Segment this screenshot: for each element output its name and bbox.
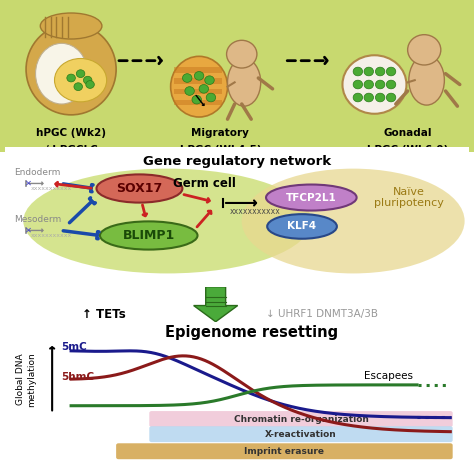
- Text: Chromatin re-organization: Chromatin re-organization: [234, 415, 368, 423]
- FancyBboxPatch shape: [174, 67, 222, 73]
- Text: Gene regulatory network: Gene regulatory network: [143, 155, 331, 168]
- Circle shape: [364, 93, 374, 102]
- Text: Endoderm: Endoderm: [14, 168, 60, 177]
- Text: hPGC (Wk6-9): hPGC (Wk6-9): [367, 145, 448, 155]
- Text: Imprint erasure: Imprint erasure: [245, 447, 324, 456]
- FancyBboxPatch shape: [174, 89, 222, 94]
- Ellipse shape: [40, 13, 102, 39]
- Circle shape: [199, 84, 209, 93]
- FancyBboxPatch shape: [149, 426, 453, 442]
- FancyBboxPatch shape: [116, 443, 453, 459]
- Ellipse shape: [228, 58, 261, 106]
- Ellipse shape: [23, 169, 311, 273]
- FancyBboxPatch shape: [149, 411, 453, 427]
- Ellipse shape: [26, 24, 116, 115]
- Text: 5hmC: 5hmC: [62, 372, 95, 383]
- Text: Migratory: Migratory: [191, 128, 249, 138]
- Text: ✕: ✕: [25, 179, 31, 188]
- Text: hPGC (Wk2): hPGC (Wk2): [36, 128, 106, 138]
- Circle shape: [364, 67, 374, 76]
- Circle shape: [67, 74, 75, 82]
- Text: Gonadal: Gonadal: [383, 128, 432, 138]
- Circle shape: [353, 80, 363, 89]
- Circle shape: [353, 67, 363, 76]
- Circle shape: [182, 73, 192, 82]
- Circle shape: [205, 76, 214, 84]
- Circle shape: [227, 40, 257, 68]
- Ellipse shape: [266, 184, 356, 210]
- Text: / hPGCLC: / hPGCLC: [45, 145, 98, 155]
- Text: hPGC (Wk4-5): hPGC (Wk4-5): [180, 145, 261, 155]
- FancyBboxPatch shape: [0, 0, 474, 152]
- Text: SOX17: SOX17: [116, 182, 163, 195]
- FancyBboxPatch shape: [0, 143, 474, 295]
- Circle shape: [192, 95, 201, 104]
- FancyBboxPatch shape: [174, 100, 222, 105]
- Text: TFCP2L1: TFCP2L1: [286, 192, 337, 202]
- Circle shape: [76, 70, 85, 78]
- Circle shape: [206, 93, 216, 102]
- Circle shape: [74, 83, 82, 91]
- Ellipse shape: [55, 58, 107, 102]
- Text: Germ cell: Germ cell: [173, 177, 236, 190]
- Text: Global DNA
methylation: Global DNA methylation: [17, 352, 36, 407]
- FancyBboxPatch shape: [174, 78, 222, 83]
- Text: Mesoderm: Mesoderm: [14, 215, 61, 224]
- Circle shape: [375, 67, 385, 76]
- Text: ↑ TETs: ↑ TETs: [82, 308, 126, 320]
- Circle shape: [83, 76, 92, 84]
- Circle shape: [375, 80, 385, 89]
- Ellipse shape: [171, 56, 228, 117]
- Text: Escapees: Escapees: [364, 371, 413, 381]
- Ellipse shape: [100, 221, 198, 250]
- Circle shape: [86, 81, 94, 89]
- Text: xxxxxxxxxxx: xxxxxxxxxxx: [230, 207, 281, 216]
- Circle shape: [386, 80, 396, 89]
- FancyArrow shape: [193, 287, 237, 322]
- Circle shape: [185, 87, 194, 95]
- Text: BLIMP1: BLIMP1: [123, 229, 175, 242]
- Ellipse shape: [97, 174, 182, 202]
- Circle shape: [353, 93, 363, 102]
- Text: X-reactivation: X-reactivation: [265, 430, 337, 438]
- Text: Naïve
pluripotency: Naïve pluripotency: [374, 187, 444, 209]
- Text: KLF4: KLF4: [287, 221, 317, 231]
- Text: xxxxxxxxxxx: xxxxxxxxxxx: [30, 186, 72, 191]
- Ellipse shape: [267, 214, 337, 239]
- Circle shape: [194, 72, 204, 80]
- Circle shape: [408, 35, 441, 65]
- Ellipse shape: [242, 169, 465, 273]
- Circle shape: [364, 80, 374, 89]
- Text: 5mC: 5mC: [62, 342, 87, 352]
- Ellipse shape: [36, 43, 88, 104]
- Text: xxxxxxxxxxx: xxxxxxxxxxx: [30, 233, 72, 238]
- Text: Epigenome resetting: Epigenome resetting: [164, 326, 338, 340]
- Circle shape: [386, 67, 396, 76]
- Text: ↓ UHRF1 DNMT3A/3B: ↓ UHRF1 DNMT3A/3B: [266, 309, 378, 319]
- Ellipse shape: [342, 55, 407, 114]
- Ellipse shape: [409, 55, 444, 105]
- Circle shape: [386, 93, 396, 102]
- Circle shape: [375, 93, 385, 102]
- Text: ✕: ✕: [25, 226, 31, 235]
